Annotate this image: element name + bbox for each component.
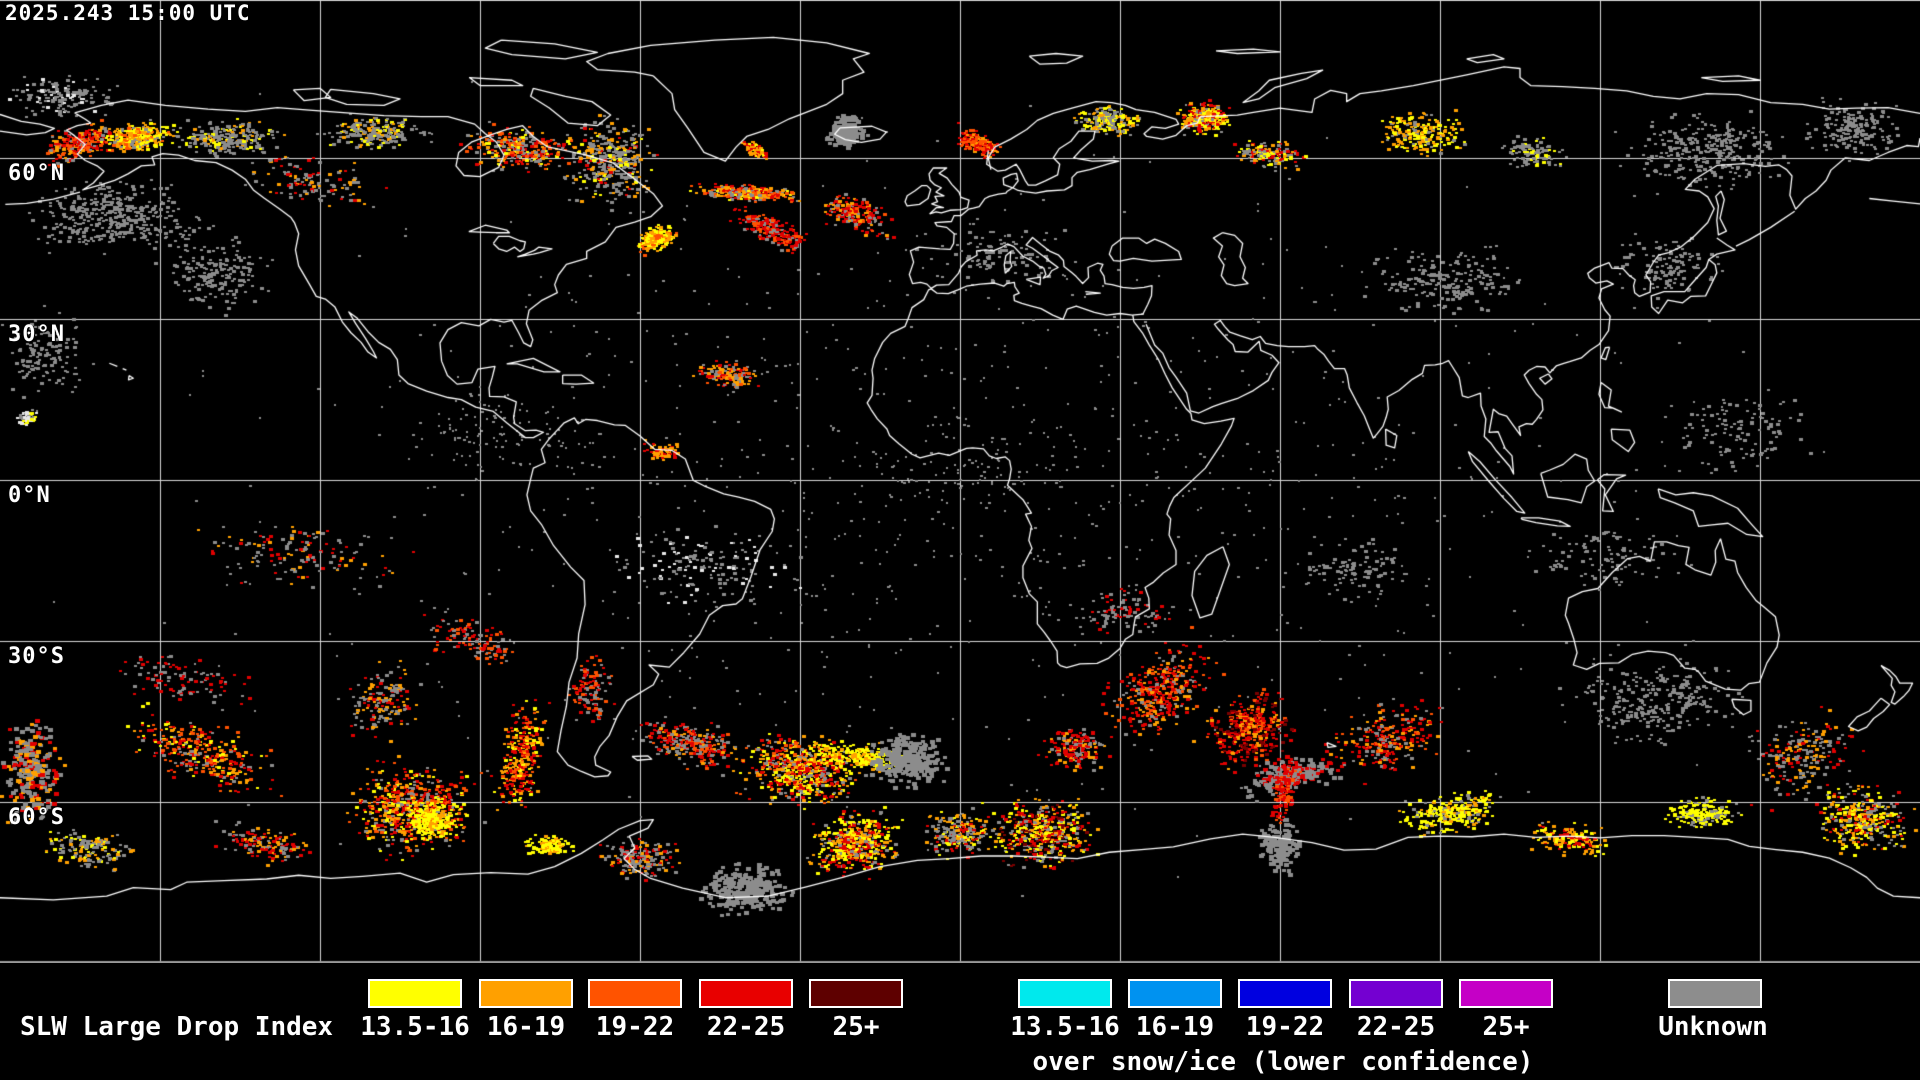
latitude-label: 60°S	[8, 805, 65, 830]
legend-range-label: 13.5-16	[360, 1012, 470, 1042]
legend-bar: SLW Large Drop Index 13.5-16 16-19 19-22 22…	[0, 963, 1920, 1080]
legend-swatch-liquid-22-25	[699, 979, 793, 1008]
legend-swatch-unknown	[1668, 979, 1762, 1008]
legend-range-label: 22-25	[706, 1012, 786, 1042]
legend-swatch-liquid-25+	[809, 979, 903, 1008]
legend-unknown-label: Unknown	[1658, 1012, 1768, 1042]
legend-range-label: 25+	[1482, 1012, 1530, 1042]
latitude-label: 30°N	[8, 322, 65, 347]
latitude-label: 30°S	[8, 644, 65, 669]
map-region: 2025.243 15:00 UTC 60°N 30°N 0°N 30°S 60°S	[0, 0, 1920, 963]
legend-swatch-liquid-13.5-16	[368, 979, 462, 1008]
legend-range-label: 22-25	[1356, 1012, 1436, 1042]
legend-swatch-snowice-25+	[1459, 979, 1553, 1008]
legend-range-label: 16-19	[486, 1012, 566, 1042]
legend-swatch-liquid-19-22	[588, 979, 682, 1008]
legend-swatch-snowice-22-25	[1349, 979, 1443, 1008]
legend-range-label: 16-19	[1135, 1012, 1215, 1042]
world-map-canvas	[0, 0, 1920, 963]
legend-primary-title: SLW Large Drop Index	[20, 1012, 334, 1042]
latitude-label: 60°N	[8, 161, 65, 186]
legend-swatch-liquid-16-19	[479, 979, 573, 1008]
legend-range-label: 19-22	[1245, 1012, 1325, 1042]
legend-range-label: 13.5-16	[1010, 1012, 1120, 1042]
timestamp: 2025.243 15:00 UTC	[5, 1, 251, 25]
legend-swatch-snowice-19-22	[1238, 979, 1332, 1008]
legend-swatch-snowice-13.5-16	[1018, 979, 1112, 1008]
legend-range-label: 19-22	[595, 1012, 675, 1042]
legend-range-label: 25+	[832, 1012, 880, 1042]
legend-swatch-snowice-16-19	[1128, 979, 1222, 1008]
legend-snow-ice-caption: over snow/ice (lower confidence)	[1032, 1047, 1534, 1077]
latitude-label: 0°N	[8, 483, 51, 508]
